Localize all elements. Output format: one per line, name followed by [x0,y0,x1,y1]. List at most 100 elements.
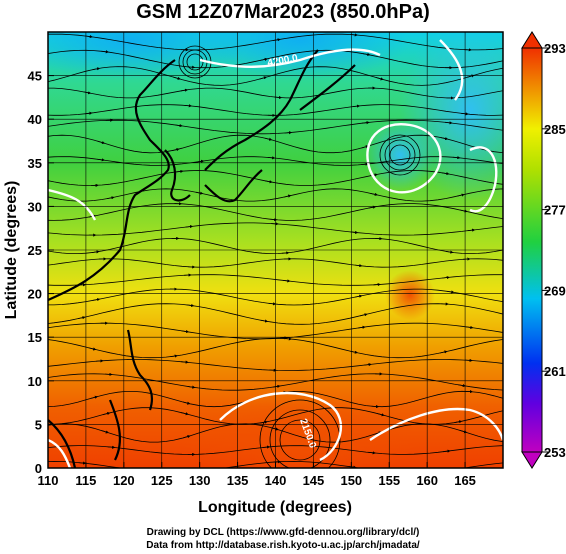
streamline-arrow [175,124,183,128]
streamline-arrow [452,156,461,160]
x-tick-label: 150 [340,473,362,488]
vortex-streamline [279,419,321,461]
streamline-arrow [264,137,273,141]
streamline-arrow [85,34,93,39]
streamline-arrow [173,76,181,80]
streamline-arrow [439,350,448,354]
streamline [48,445,503,455]
y-tick-label: 30 [28,199,42,214]
vortex-streamline [269,409,331,468]
streamline-arrow [180,88,189,92]
streamline [48,49,503,69]
colorbar-bar [521,47,543,453]
vortex-streamline [379,134,421,176]
streamline-arrow [182,401,191,405]
streamline-arrow [186,303,195,308]
streamline-arrow [467,228,476,232]
colorbar-min-arrow [521,451,543,469]
streamline-arrow [262,445,271,449]
streamline-arrow [102,411,111,416]
colorbar-tick-label: 253 [544,445,566,460]
x-tick-label: 140 [265,473,287,488]
streamline-arrow [77,316,86,320]
streamline [48,237,503,255]
x-tick-label: 165 [454,473,476,488]
streamline-arrow [361,162,369,166]
colorbar-tick-label: 277 [544,203,566,218]
y-tick-label: 45 [28,69,42,84]
colorbar-tick-label: 285 [544,122,566,137]
y-tick-label: 35 [28,156,42,171]
streamline-arrow [92,67,101,71]
colorbar-ticks: 253 261 269 277 285 293 [542,41,566,460]
geopotential-contours [48,39,503,468]
streamline-arrow [182,435,191,439]
streamline-arrow [97,158,105,162]
streamline-arrow [260,319,269,323]
streamline-arrow [187,385,196,389]
streamline-arrow [90,395,99,399]
colorbar-tick-label: 261 [544,364,566,379]
x-tick-label: 155 [378,473,400,488]
streamline-arrow [445,121,453,125]
x-tick-label: 135 [227,473,249,488]
streamline [48,119,503,135]
streamline-arrow [259,76,268,80]
vortex-streamline [384,139,416,171]
x-tick-label: 110 [38,473,59,488]
streamline [48,66,503,86]
streamline-arrow [260,420,268,424]
streamline-arrow [442,275,450,280]
streamline-arrow [446,290,455,294]
streamline-arrow [376,77,384,81]
streamline-arrow [368,451,376,455]
colorbar-tick-label: 269 [544,283,566,298]
contour-label-north: 4200.0 [267,53,299,69]
streamline-arrow [370,192,378,196]
streamline-arrow [368,205,377,209]
streamline-arrow [364,363,372,367]
y-tick-label: 40 [28,112,42,127]
streamline-arrow [465,325,474,330]
streamline-arrow [273,38,281,42]
x-tick-label: 120 [113,473,135,488]
y-axis-ticks: 0 5 10 15 20 25 30 35 40 45 [28,69,54,476]
streamline-arrow [443,449,451,453]
streamline [48,337,503,359]
streamline-arrow [281,251,290,255]
streamline-arrow [265,180,273,184]
streamline-arrow [268,302,277,306]
y-tick-label: 20 [28,287,42,302]
streamline-arrow [175,169,184,174]
streamline-arrow [282,279,291,283]
x-tick-label: 145 [303,473,325,488]
x-tick-label: 125 [151,473,173,488]
streamline-arrow [97,140,106,145]
streamline-arrow [458,383,466,388]
streamline-arrow [78,461,87,465]
streamline-arrow [354,264,363,268]
streamline-arrow [184,104,193,108]
streamline-arrow [362,52,371,57]
streamline-arrow [440,137,449,141]
y-tick-label: 10 [28,374,42,389]
x-axis-ticks: 110 115 120 125 130 135 140 145 150 155 160 165 [38,462,476,488]
streamline-arrow [181,360,189,364]
streamline-arrow [83,91,92,95]
y-tick-label: 25 [28,243,42,258]
streamline [48,303,503,325]
x-tick-label: 115 [75,473,96,488]
streamline-arrow [101,430,109,434]
streamline-arrow [358,325,366,329]
credit-drawing: Drawing by DCL (https://www.gfd-dennou.o… [146,527,420,538]
streamline-arrow [441,171,450,176]
x-axis-label: Longitude (degrees) [198,499,352,516]
streamline-arrow [181,329,190,334]
streamline-arrow [354,294,363,298]
streamline-arrow [377,413,385,417]
streamline-arrow [170,354,178,358]
map-title: GSM 12Z07Mar2023 (850.0hPa) [136,1,430,23]
streamline [48,170,503,186]
streamline-arrow [360,313,368,317]
